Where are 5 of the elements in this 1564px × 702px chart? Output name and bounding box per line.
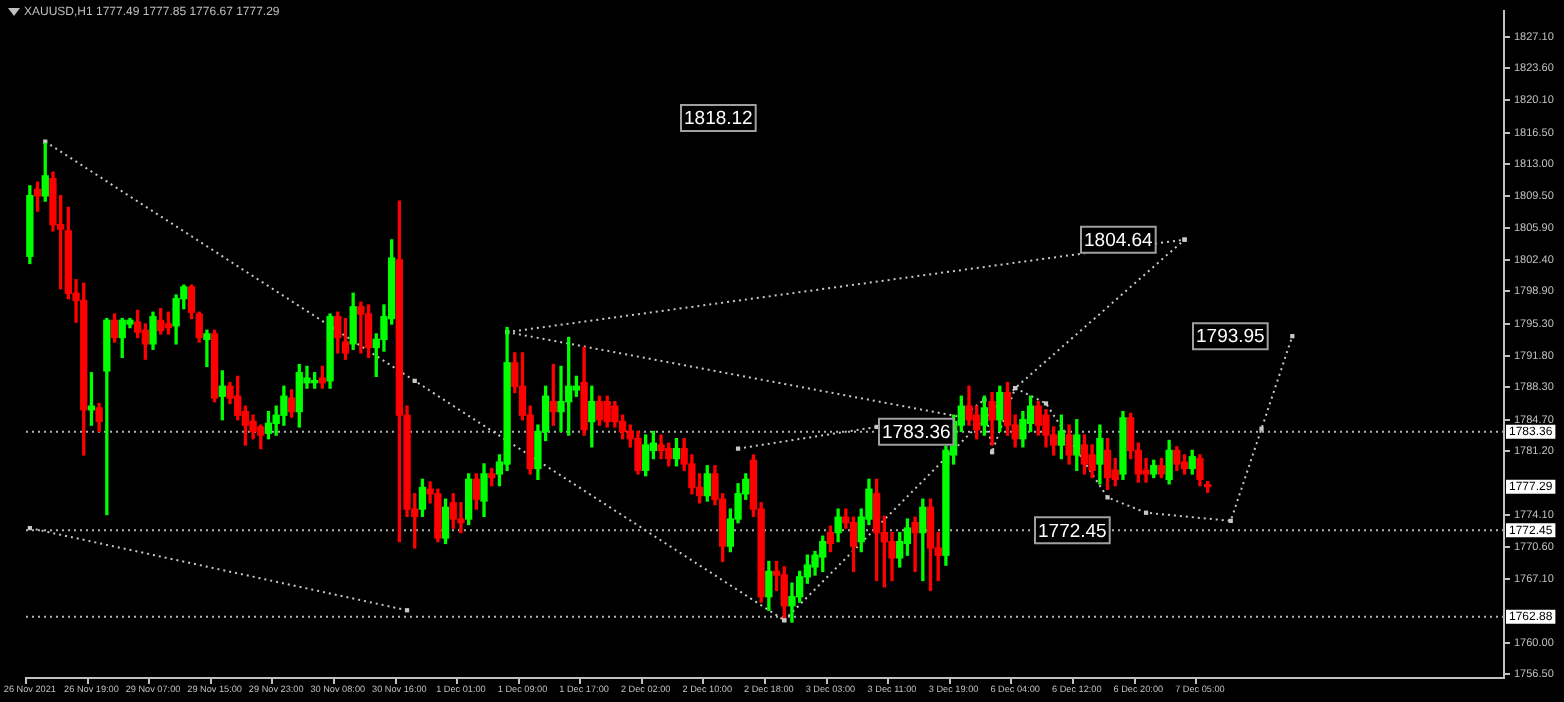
annotation: 1818.12 (684, 108, 753, 131)
annotation: 1793.95 (1196, 326, 1265, 349)
annotation: 1772.45 (1038, 520, 1107, 543)
annotation: 1804.64 (1084, 229, 1153, 252)
annotation: 1783.36 (882, 422, 951, 445)
